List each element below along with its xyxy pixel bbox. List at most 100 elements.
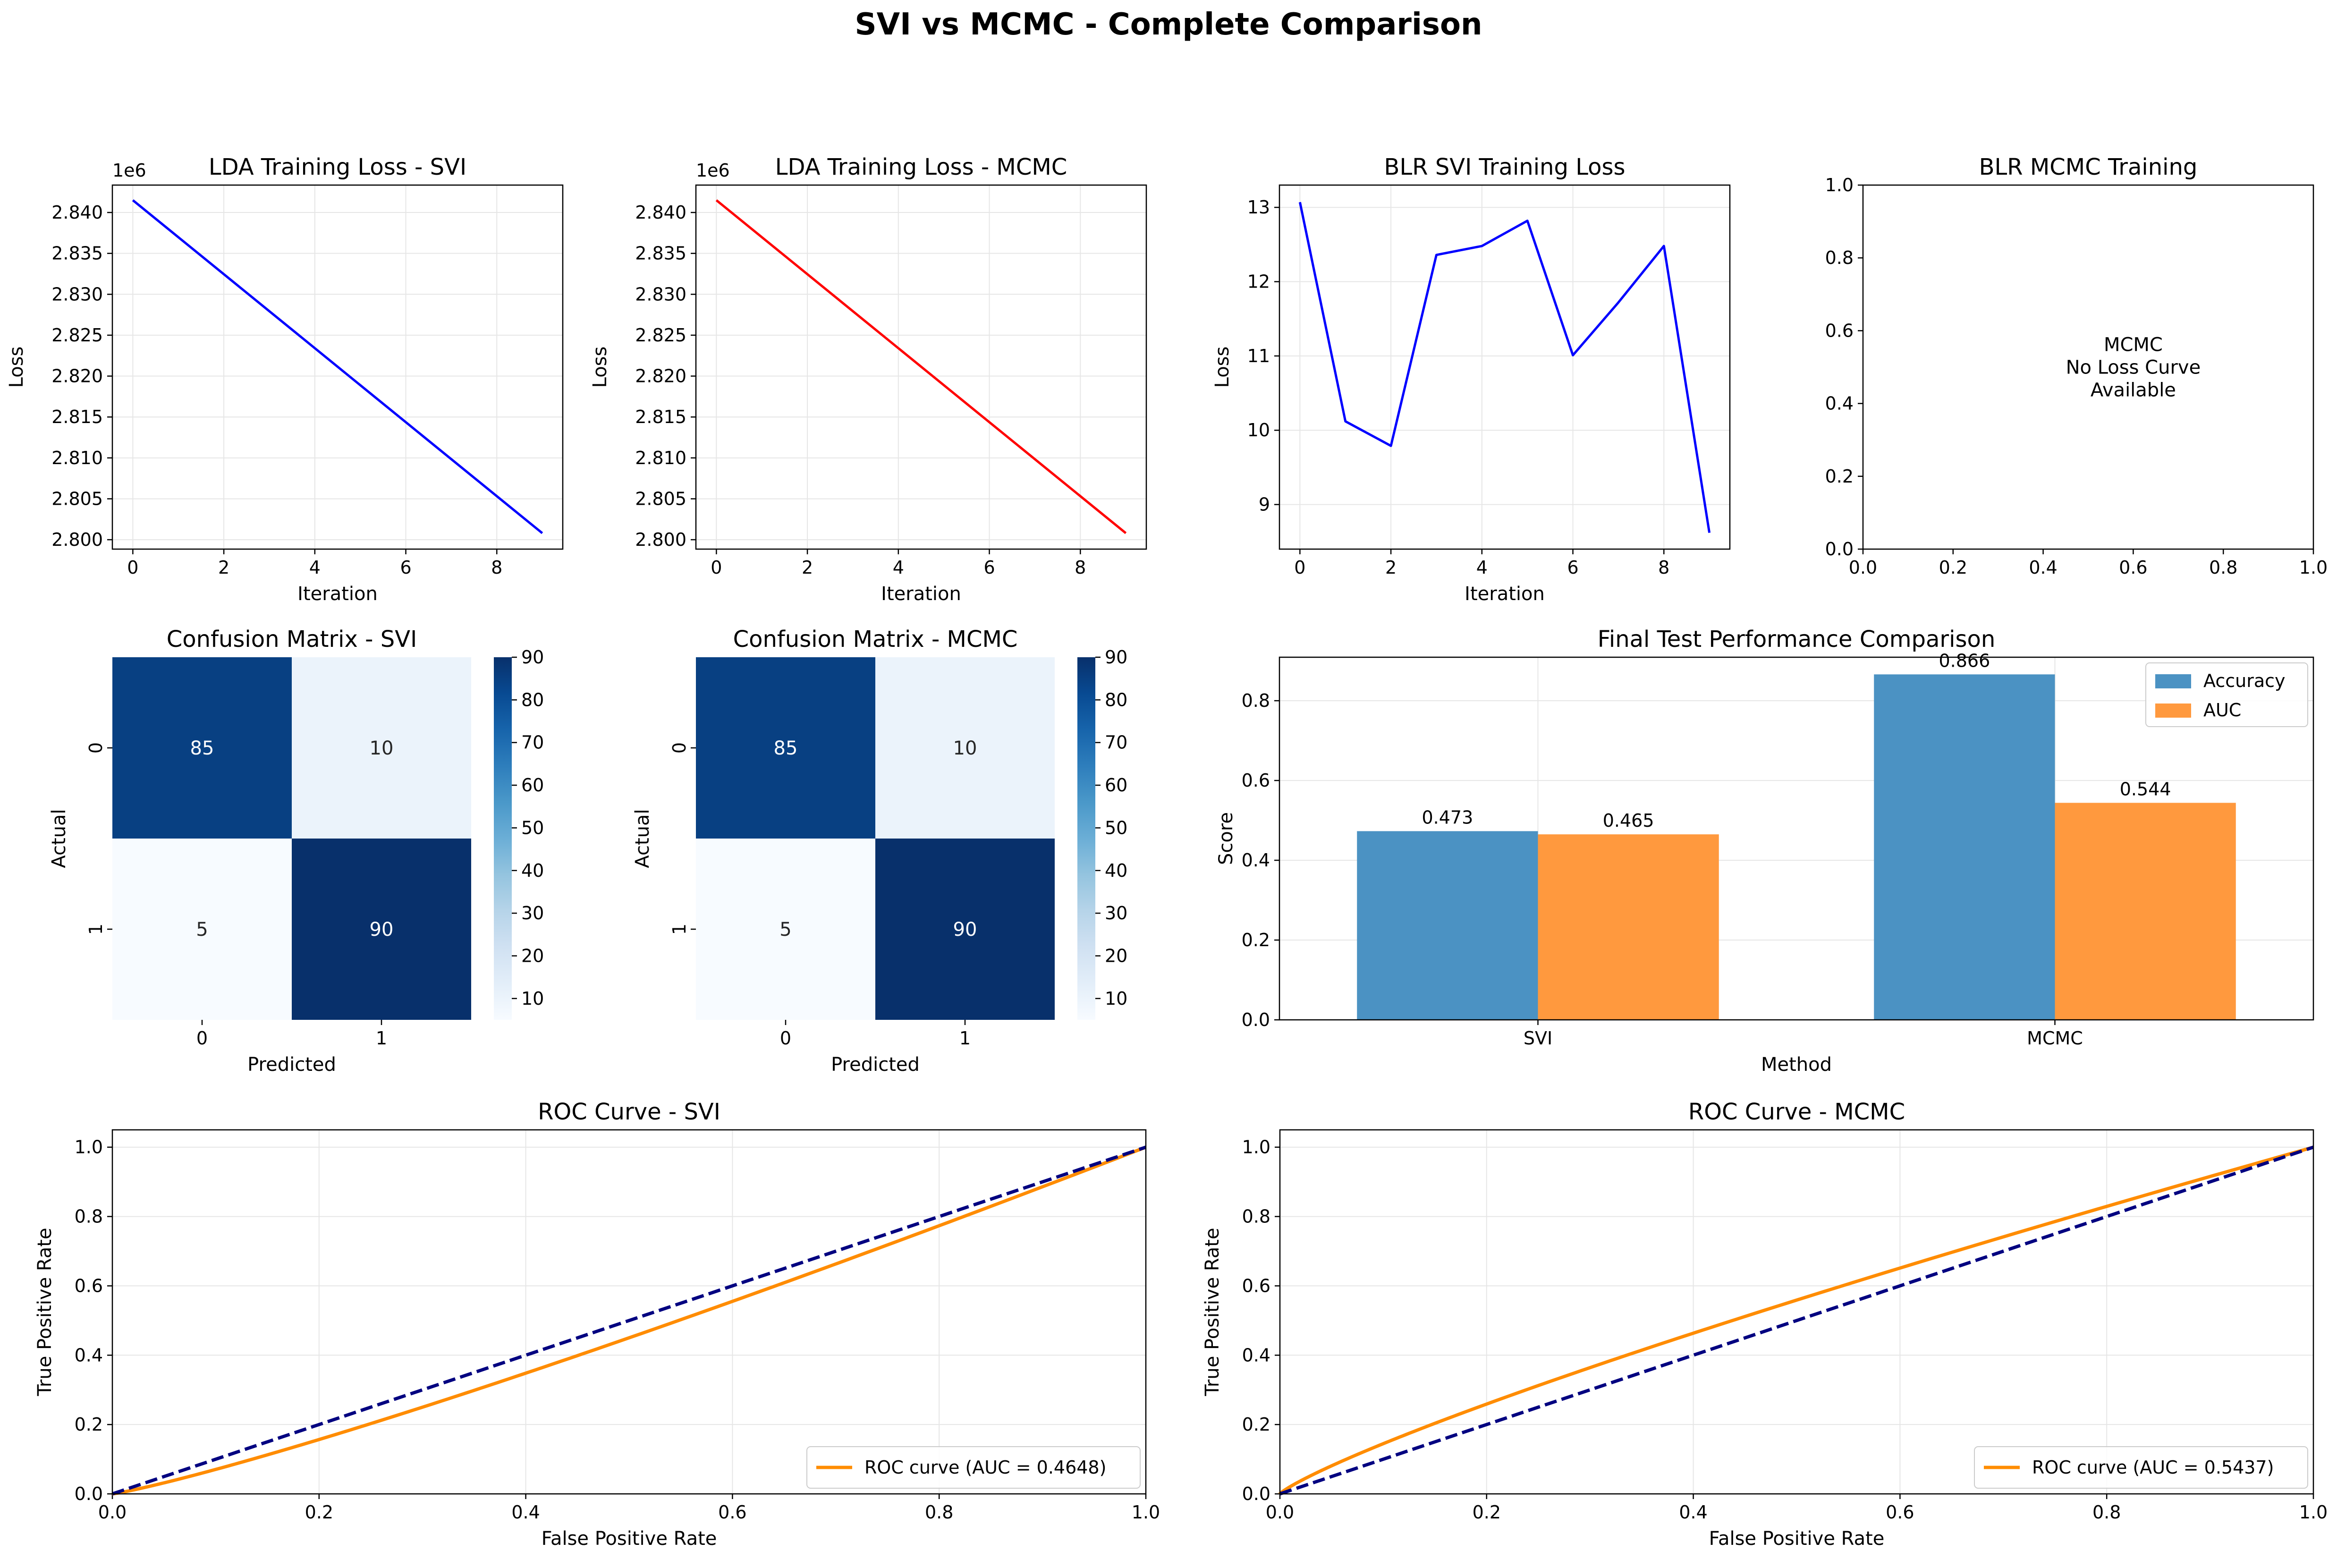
cm-svi-colorbar-label: 50 [521, 817, 544, 838]
lda-svi-frame [111, 184, 564, 550]
roc-mcmc-roc-line [1278, 1145, 2314, 1495]
roc-mcmc-diagonal-line [1279, 1145, 2314, 1496]
cm-svi-xtick-label: 0 [196, 1028, 208, 1049]
roc-svi-ticks: 0.0 0.2 0.4 0.6 0.8 1.0 0.0 0.2 0.4 0.6 0.8 1.0 [75, 1137, 1160, 1523]
roc-svi-diagonal-line [111, 1145, 1147, 1496]
blr-mcmc-ytick-label: 0.6 [1825, 320, 1854, 341]
cm-mcmc-cell-value: 90 [953, 919, 977, 941]
perf-legend-label: Accuracy [2203, 670, 2286, 691]
lda-mcmc-ytick-label: 2.810 [635, 448, 686, 468]
cm-mcmc-ytick-label: 1 [669, 924, 690, 935]
perf-ytick-label: 0.8 [1242, 690, 1270, 711]
lda-svi-ytick-label: 2.840 [51, 202, 103, 223]
cm-svi-colorbar-label: 60 [521, 775, 544, 796]
cm-svi-colorbar-label: 70 [521, 732, 544, 753]
blr-mcmc-ytick-label: 0.2 [1825, 466, 1854, 487]
lda-mcmc-frame [695, 184, 1147, 550]
roc-mcmc-xtick-label: 1.0 [2299, 1502, 2328, 1523]
perf-ytick-label: 0.4 [1242, 850, 1270, 871]
roc-mcmc-ytick-label: 0.2 [1242, 1414, 1270, 1435]
lda-mcmc-title: LDA Training Loss - MCMC [775, 154, 1067, 180]
roc-svi-panel: 0.0 0.2 0.4 0.6 0.8 1.0 0.0 0.2 0.4 0.6 0.8 1.0 ROC … [34, 1099, 1160, 1550]
perf-title: Final Test Performance Comparison [1598, 626, 1995, 653]
blr-svi-ytick-label: 10 [1247, 420, 1270, 441]
roc-mcmc-frame [1279, 1129, 2314, 1495]
perf-bar-accuracy [1874, 674, 2055, 1020]
cm-mcmc-colorbar [1077, 657, 1095, 1020]
roc-mcmc-ytick-label: 0.0 [1242, 1483, 1270, 1504]
blr-svi-xtick-label: 0 [1294, 557, 1305, 578]
lda-mcmc-xtick-label: 8 [1075, 557, 1086, 578]
roc-svi-ytick-label: 1.0 [75, 1137, 103, 1158]
lda-svi-ytick-label: 2.835 [51, 243, 103, 264]
lda-mcmc-xtick-label: 6 [983, 557, 995, 578]
cm-mcmc-ytick-label: 0 [669, 742, 690, 754]
perf-bar-value-label: 0.473 [1422, 807, 1473, 828]
blr-svi-series-line [1298, 202, 1711, 533]
cm-svi-colorbar-label: 20 [521, 945, 544, 966]
blr-svi-title: BLR SVI Training Loss [1384, 154, 1626, 180]
lda-mcmc-ytick-label: 2.805 [635, 488, 686, 509]
cm-mcmc-xtick-label: 0 [780, 1028, 791, 1049]
lda-svi-panel: 0 2 4 6 8 2.800 2.805 2.810 2.815 2.820 2.825 2.830… [6, 154, 564, 605]
lda-svi-xtick-label: 4 [309, 557, 321, 578]
cm-svi-colorbar-label: 80 [521, 689, 544, 710]
lda-mcmc-ytick-label: 2.835 [635, 243, 686, 264]
lda-svi-ytick-label: 2.825 [51, 325, 103, 346]
cm-mcmc-colorbar-label: 20 [1105, 945, 1127, 966]
lda-mcmc-ytick-label: 2.800 [635, 529, 686, 550]
blr-mcmc-ytick-label: 0.4 [1825, 393, 1854, 414]
blr-mcmc-xtick-label: 0.2 [1939, 557, 1967, 578]
roc-mcmc-xtick-label: 0.4 [1679, 1502, 1707, 1523]
roc-svi-xtick-label: 1.0 [1132, 1502, 1160, 1523]
lda-svi-ytick-label: 2.800 [51, 529, 103, 550]
blr-svi-ticks: 0 2 4 6 8 9 10 11 12 13 [1247, 197, 1670, 578]
cm-mcmc-cell [696, 839, 875, 1020]
roc-svi-legend-box [806, 1446, 1141, 1489]
roc-mcmc-legend-box [1974, 1446, 2308, 1489]
cm-mcmc-cell [875, 657, 1055, 839]
lda-mcmc-panel: 0 2 4 6 8 2.800 2.805 2.810 2.815 2.820 2.825 2.830… [589, 154, 1147, 605]
cm-mcmc-colorbar-label: 30 [1105, 903, 1127, 924]
lda-svi-ticks: 0 2 4 6 8 2.800 2.805 2.810 2.815 2.820 2.825 2.830… [51, 202, 502, 578]
cm-svi-cell-value: 10 [370, 737, 394, 759]
perf-bar-accuracy [1357, 831, 1538, 1020]
blr-mcmc-xtick-label: 0.6 [2119, 557, 2147, 578]
cm-svi-title: Confusion Matrix - SVI [167, 626, 417, 653]
cm-mcmc-cell-value: 10 [953, 737, 977, 759]
blr-mcmc-xtick-label: 0.4 [2029, 557, 2057, 578]
blr-svi-frame [1279, 184, 1731, 550]
cm-mcmc-title: Confusion Matrix - MCMC [733, 626, 1018, 653]
blr-svi-panel: 0 2 4 6 8 9 10 11 12 13 BLR SVI Training Loss Itera… [1211, 154, 1731, 605]
perf-bar-value-label: 0.544 [2120, 779, 2171, 799]
roc-mcmc-ytick-label: 1.0 [1242, 1137, 1270, 1158]
cm-svi-xtick-label: 1 [376, 1028, 387, 1049]
lda-mcmc-ytick-label: 2.815 [635, 407, 686, 427]
cm-svi-cell [292, 657, 471, 839]
lda-svi-offset-text: 1e6 [112, 160, 146, 181]
cm-svi-colorbar-label: 30 [521, 903, 544, 924]
lda-mcmc-ytick-label: 2.840 [635, 202, 686, 223]
blr-mcmc-panel: 0.0 0.2 0.4 0.6 0.8 1.0 0.0 0.2 0.4 0.6 0.8 1.0 BLR … [1825, 154, 2328, 578]
lda-svi-ytick-label: 2.815 [51, 407, 103, 427]
cm-mcmc-ylabel: Actual [632, 809, 653, 868]
lda-svi-ytick-label: 2.830 [51, 284, 103, 305]
lda-svi-series-line [132, 199, 543, 534]
blr-mcmc-frame [1862, 184, 2314, 550]
roc-svi-xtick-label: 0.0 [98, 1502, 127, 1523]
blr-mcmc-title: BLR MCMC Training [1979, 154, 2198, 180]
cm-mcmc-colorbar-label: 50 [1105, 817, 1127, 838]
roc-svi-legend: ROC curve (AUC = 0.4648) [806, 1446, 1141, 1489]
blr-svi-ytick-label: 9 [1259, 494, 1270, 515]
lda-svi-ytick-label: 2.805 [51, 488, 103, 509]
cm-svi-ytick-label: 0 [85, 742, 106, 754]
cm-svi-ytick-label: 1 [85, 924, 106, 935]
perf-xtick-label: SVI [1524, 1028, 1552, 1049]
roc-svi-ytick-label: 0.2 [75, 1414, 103, 1435]
lda-svi-xtick-label: 6 [400, 557, 411, 578]
perf-bar-auc [1538, 834, 1719, 1020]
lda-svi-title: LDA Training Loss - SVI [209, 154, 466, 180]
cm-svi-colorbar-label: 10 [521, 988, 544, 1009]
